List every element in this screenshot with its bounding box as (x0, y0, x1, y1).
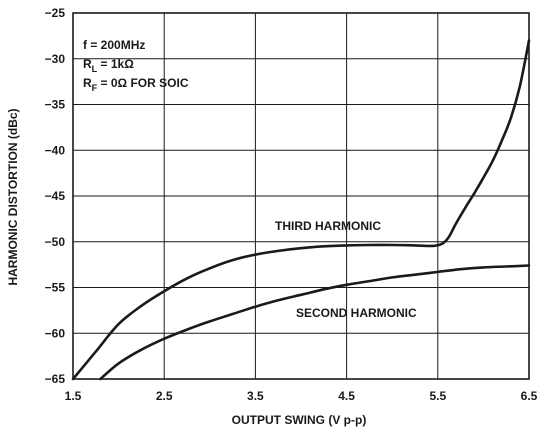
x-tick-label: 3.5 (247, 389, 264, 403)
y-tick-label: −30 (45, 52, 66, 66)
curves (71, 39, 531, 381)
y-tick-label: −50 (45, 235, 66, 249)
load-resistance-annotation: RL = 1kΩ (83, 57, 134, 74)
y-tick-label: −65 (45, 372, 66, 386)
feedback-resistance-annotation: RF = 0Ω FOR SOIC (83, 76, 189, 93)
y-tick-label: −40 (45, 143, 66, 157)
x-tick-label: 4.5 (338, 389, 355, 403)
y-tick-label: −55 (45, 281, 66, 295)
conditions-annotation: f = 200MHz RL = 1kΩ RF = 0Ω FOR SOIC (83, 38, 189, 93)
x-tick-label: 1.5 (65, 389, 82, 403)
y-axis-title: HARMONIC DISTORTION (dBc) (6, 108, 20, 285)
second-harmonic-curve (99, 264, 531, 381)
y-tick-label: −35 (45, 98, 66, 112)
second-harmonic-label: SECOND HARMONIC (296, 306, 417, 320)
third-harmonic-curve (71, 39, 531, 381)
plot-frame (72, 12, 530, 380)
tick-labels: 1.5 2.5 3.5 4.5 5.5 6.5 −25 −30 −35 −40 −45 −50 −55 −… (45, 6, 538, 403)
y-tick-label: −60 (45, 326, 66, 340)
x-tick-label: 5.5 (429, 389, 446, 403)
x-axis-title: OUTPUT SWING (V p-p) (232, 413, 367, 427)
x-tick-label: 2.5 (156, 389, 173, 403)
third-harmonic-label: THIRD HARMONIC (275, 219, 381, 233)
grid-lines (72, 12, 530, 380)
y-tick-label: −25 (45, 6, 66, 20)
frequency-annotation: f = 200MHz (83, 38, 145, 52)
x-tick-label: 6.5 (521, 389, 538, 403)
y-tick-label: −45 (45, 189, 66, 203)
